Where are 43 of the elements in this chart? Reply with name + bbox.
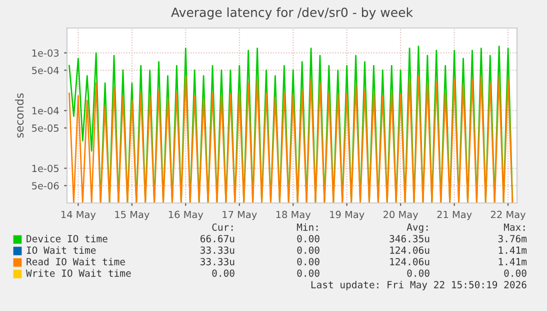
text: 1.41m [498,246,527,254]
text: 346.35u [390,234,430,242]
x-tick-label: 22 May [490,210,526,220]
x-tick-label: 20 May [384,210,418,220]
x-tick-label: 18 May [276,210,311,220]
text: 124.06u [390,258,430,266]
chart-title: Average latency for /dev/sr0 - by week [171,7,413,20]
legend-label: Read IO Wait time [26,258,125,266]
text: Avg: [406,224,428,233]
text: 0.00 [297,246,320,254]
text: 124.06u [390,246,430,254]
text: 66.67u [200,234,234,242]
text: 0.00 [212,269,234,277]
text: 3.76m [498,234,527,242]
text: 0.00 [297,258,320,266]
y-tick-label: 1e-05 [32,164,59,172]
text: Min: [296,223,318,231]
text: 1.41m [498,258,527,266]
text: 0.00 [407,269,430,277]
x-tick-label: 16 May [168,210,204,220]
text: Last update: Fri May 22 15:50:19 2026 [311,280,526,290]
text: Cur: [212,223,233,231]
legend-label: IO Wait time [26,246,96,254]
y-axis-title: seconds [15,93,24,138]
x-tick-label: 21 May [437,210,472,220]
x-tick-label: 14 May [61,210,96,220]
x-tick-label: 15 May [115,210,150,220]
legend-label: Device IO time [26,234,108,242]
y-tick-label: 5e-05 [32,124,59,132]
legend-label: Write IO Wait time [26,269,131,277]
text: 0.00 [297,234,320,242]
y-tick-label: 5e-04 [32,66,59,74]
x-tick-label: 17 May [222,210,257,220]
text: Max: [504,224,525,231]
y-tick-label: 1e-03 [32,49,59,57]
text: 0.00 [504,269,526,277]
y-tick-label: 1e-04 [32,107,59,114]
x-tick-label: 19 May [330,210,364,220]
y-tick-label: 5e-06 [32,182,59,190]
line-series [68,75,514,203]
text: 0.00 [297,269,320,277]
text: 33.33u [200,258,234,266]
text: 33.33u [200,246,234,254]
